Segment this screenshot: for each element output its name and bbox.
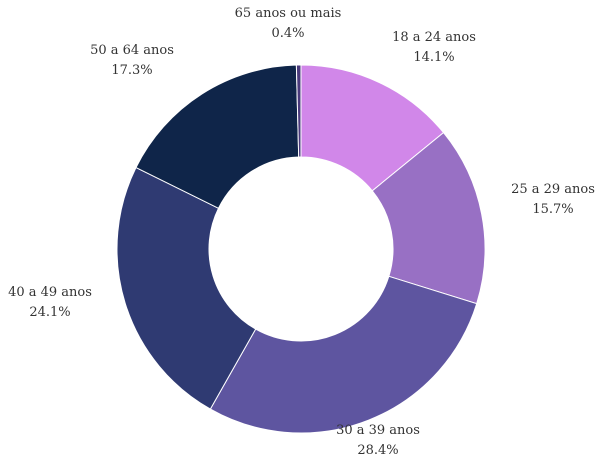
slice-40-a-49-anos (116, 166, 257, 410)
labels-layer: 18 a 24 anos 14.1% 25 a 29 anos 15.7% 30 a 3… (8, 6, 595, 458)
slice-label-18-a-24-anos: 18 a 24 anos 14.1% (392, 30, 476, 65)
slice-category-label: 25 a 29 anos (511, 182, 595, 197)
slice-value-label: 0.4% (271, 26, 304, 41)
slice-25-a-29-anos (371, 131, 486, 305)
slice-50-a-64-anos (135, 64, 300, 209)
slice-category-label: 30 a 39 anos (336, 423, 420, 438)
slice-value-label: 17.3% (111, 63, 152, 78)
slice-label-25-a-29-anos: 25 a 29 anos 15.7% (511, 182, 595, 217)
slice-label-50-a-64-anos: 50 a 64 anos 17.3% (90, 43, 174, 78)
slice-category-label: 18 a 24 anos (392, 30, 476, 45)
slice-value-label: 24.1% (29, 305, 70, 320)
slice-value-label: 14.1% (413, 50, 454, 65)
slice-value-label: 15.7% (532, 202, 573, 217)
slice-30-a-39-anos (209, 275, 478, 434)
slice-category-label: 50 a 64 anos (90, 43, 174, 58)
slice-label-40-a-49-anos: 40 a 49 anos 24.1% (8, 285, 92, 320)
slices-layer (116, 64, 486, 434)
slice-category-label: 65 anos ou mais (235, 6, 342, 21)
slice-65-anos-ou-mais (295, 64, 302, 158)
slice-value-label: 28.4% (357, 443, 398, 458)
slice-label-30-a-39-anos: 30 a 39 anos 28.4% (336, 423, 420, 458)
slice-label-65-anos-ou-mais: 65 anos ou mais 0.4% (235, 6, 342, 41)
slice-category-label: 40 a 49 anos (8, 285, 92, 300)
